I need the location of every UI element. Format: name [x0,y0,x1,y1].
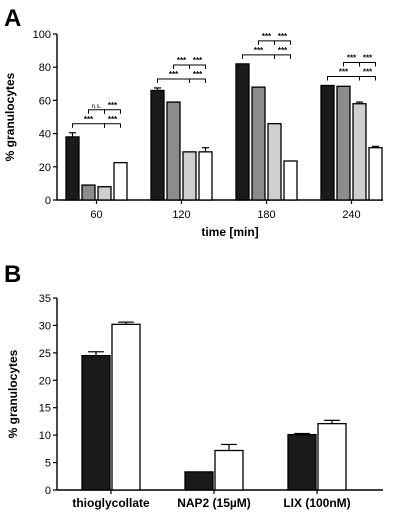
significance-label: *** [347,53,357,62]
significance-label: *** [278,32,288,41]
significance-label: *** [177,56,187,65]
bar [166,101,181,201]
bar [81,184,96,201]
y-tick-label: 0 [45,485,51,497]
significance-bracket [189,78,206,83]
x-tick-label: 180 [257,209,275,221]
x-tick-label: NAP2 (15µM) [177,496,251,510]
panel-a-letter: A [4,5,21,32]
significance-bracket [327,75,360,81]
significance-bracket [104,109,121,114]
significance-bracket [189,64,206,69]
y-tick-label: 35 [39,293,51,305]
y-tick-label: 100 [33,29,51,41]
x-tick-label: 120 [172,209,190,221]
panel-b-chart: 0 5 10 15 20 25 30 35 % granulocytes thioglycolla… [6,293,383,510]
significance-label: *** [262,32,272,41]
significance-bracket [258,40,275,45]
significance-label: n.s. [92,104,102,110]
significance-label: *** [193,70,203,79]
significance-label: *** [254,46,264,55]
x-tick-label: thioglycollate [72,496,150,510]
panel-a-chart: 0 20 40 60 80 100 % granulocytes 60 120 180 240 tim… [3,29,383,239]
bar [81,354,111,491]
bar [251,86,266,201]
significance-bracket [173,64,190,69]
bar [182,151,197,201]
bar [184,471,214,491]
significance-bracket [274,54,291,59]
significance-label: *** [363,67,373,76]
significance-bracket [104,123,121,128]
significance-bracket [359,61,376,67]
x-tick-label: 240 [342,209,360,221]
y-axis-title: % granulocytes [6,349,20,438]
significance-label: *** [339,67,349,76]
bar [317,422,347,491]
bar [287,433,317,491]
bar [97,186,112,201]
y-tick-label: 20 [39,162,51,174]
bar [235,63,250,201]
bar [352,103,367,201]
y-tick-label: 80 [39,62,51,74]
bar [150,89,165,201]
y-tick-label: 20 [39,375,51,387]
bar [283,160,298,201]
significance-label: *** [278,46,288,55]
y-tick-label: 60 [39,95,51,107]
y-axis-title: % granulocytes [3,72,17,161]
bar [198,151,213,201]
significance-label: *** [108,101,118,110]
y-tick-label: 5 [45,458,51,470]
y-tick-label: 15 [39,403,51,415]
x-tick-label: 60 [90,209,102,221]
bar [65,136,80,201]
significance-label: *** [84,115,94,124]
significance-label: *** [169,70,179,79]
y-tick-label: 30 [39,320,51,332]
bar [267,122,282,201]
significance-label: *** [193,56,203,65]
significance-label: *** [363,53,373,62]
bar [336,85,351,201]
bar [113,161,128,201]
significance-bracket [242,54,275,59]
bar [320,84,335,201]
significance-bracket [359,75,376,81]
y-tick-label: 10 [39,430,51,442]
significance-bracket [88,109,105,114]
significance-bracket [72,123,105,128]
bar [368,147,383,201]
significance-bracket [343,61,360,67]
x-axis-title: time [min] [201,225,258,239]
significance-bracket [274,40,291,45]
x-tick-label: LIX (100nM) [283,496,350,510]
y-tick-label: 25 [39,348,51,360]
significance-bracket [157,78,190,83]
bar [111,323,141,491]
significance-label: *** [108,115,118,124]
y-tick-label: 40 [39,129,51,141]
y-tick-label: 0 [45,195,51,207]
bar [214,449,244,491]
panel-b-letter: B [4,261,21,288]
